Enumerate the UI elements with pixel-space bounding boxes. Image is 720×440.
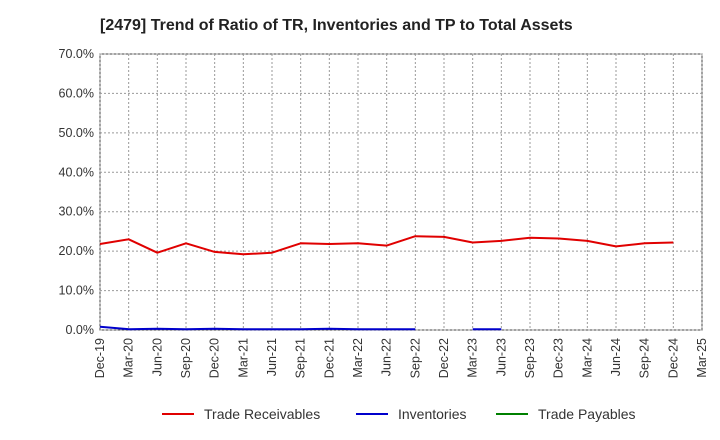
x-tick-label: Sep-20: [179, 338, 193, 378]
series-line: [99, 235, 674, 256]
series-lines: [99, 235, 674, 331]
x-tick-label: Mar-22: [351, 338, 365, 378]
x-tick-label: Jun-23: [494, 338, 508, 376]
x-tick-label: Dec-22: [437, 338, 451, 378]
x-tick-label: Mar-20: [122, 338, 136, 378]
series-line: [99, 325, 416, 331]
x-tick-label: Jun-24: [609, 338, 623, 376]
x-tick-label: Sep-24: [638, 338, 652, 378]
y-axis-ticks: 0.0% 10.0% 20.0% 30.0% 40.0% 50.0% 60.0% 70.0%: [59, 47, 94, 337]
x-tick-label: Mar-23: [466, 338, 480, 378]
y-tick-label: 70.0%: [59, 47, 94, 61]
legend: Trade Receivables Inventories Trade Payabl…: [162, 406, 636, 422]
legend-label: Trade Receivables: [204, 406, 320, 422]
x-tick-label: Sep-23: [523, 338, 537, 378]
x-tick-label: Dec-23: [552, 338, 566, 378]
y-tick-label: 30.0%: [59, 205, 94, 219]
y-tick-label: 60.0%: [59, 86, 94, 100]
legend-label: Trade Payables: [538, 406, 636, 422]
x-tick-label: Jun-21: [265, 338, 279, 376]
grid-lines: [99, 53, 703, 331]
y-tick-label: 0.0%: [66, 323, 95, 337]
x-axis-ticks: Dec-19 Mar-20 Jun-20 Sep-20 Dec-20 Mar-21 Jun-…: [93, 338, 709, 378]
y-tick-label: 40.0%: [59, 165, 94, 179]
x-tick-label: Sep-21: [294, 338, 308, 378]
y-tick-label: 10.0%: [59, 284, 94, 298]
x-tick-label: Mar-25: [695, 338, 709, 378]
plot-area: [99, 53, 703, 331]
y-tick-label: 20.0%: [59, 244, 94, 258]
x-tick-label: Jun-20: [150, 338, 164, 376]
legend-label: Inventories: [398, 406, 466, 422]
x-tick-label: Dec-20: [208, 338, 222, 378]
x-tick-label: Dec-24: [666, 338, 680, 378]
x-tick-label: Jun-22: [380, 338, 394, 376]
x-tick-label: Dec-19: [93, 338, 107, 378]
x-tick-label: Dec-21: [322, 338, 336, 378]
chart-title: [2479] Trend of Ratio of TR, Inventories…: [100, 17, 573, 34]
y-tick-label: 50.0%: [59, 126, 94, 140]
x-tick-label: Mar-21: [236, 338, 250, 378]
x-tick-label: Mar-24: [580, 338, 594, 378]
x-tick-label: Sep-22: [408, 338, 422, 378]
